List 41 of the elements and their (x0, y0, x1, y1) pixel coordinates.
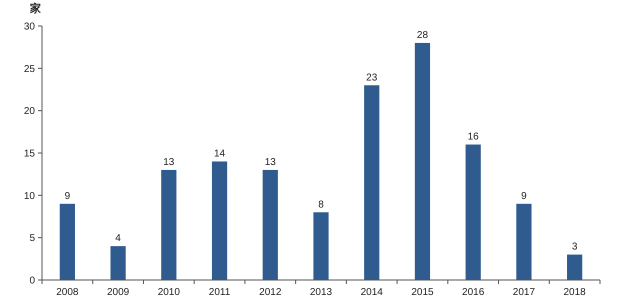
x-tick-label: 2010 (158, 287, 180, 298)
bar (110, 246, 126, 280)
data-label: 23 (366, 72, 378, 84)
x-tick-label: 2015 (411, 287, 434, 298)
bar (212, 161, 228, 280)
x-tick-label: 2017 (512, 287, 536, 298)
data-label: 16 (468, 132, 480, 143)
y-tick-label: 5 (29, 233, 36, 244)
bar (313, 212, 329, 280)
x-tick-label: 2013 (310, 287, 333, 298)
x-tick-label: 2008 (56, 287, 79, 298)
data-label: 14 (214, 148, 226, 160)
data-label: 4 (115, 233, 122, 244)
data-label: 8 (318, 199, 324, 210)
data-label: 28 (416, 30, 428, 41)
y-tick-label: 20 (24, 106, 36, 118)
bar (466, 144, 481, 280)
data-label: 9 (64, 190, 71, 202)
bar (567, 254, 582, 280)
bar (516, 204, 532, 280)
data-label: 13 (163, 156, 175, 168)
x-tick-label: 2012 (259, 287, 282, 298)
y-tick-label: 10 (24, 190, 36, 202)
bar (60, 204, 75, 280)
data-label: 9 (521, 190, 528, 202)
bar (161, 170, 176, 280)
bar (364, 85, 380, 280)
x-tick-label: 2018 (564, 287, 586, 298)
y-tick-label: 30 (24, 22, 36, 32)
y-tick-label: 0 (29, 276, 36, 286)
bar (414, 42, 430, 280)
x-tick-label: 2009 (106, 287, 130, 298)
bar (262, 170, 278, 280)
data-label: 3 (572, 242, 578, 253)
x-tick-label: 2011 (208, 287, 231, 298)
x-tick-label: 2014 (360, 287, 384, 298)
data-label: 13 (264, 156, 276, 168)
y-tick-label: 25 (24, 64, 36, 75)
y-tick-label: 15 (24, 148, 36, 160)
x-tick-label: 2016 (462, 287, 485, 298)
y-axis-title: 家 (29, 2, 41, 15)
